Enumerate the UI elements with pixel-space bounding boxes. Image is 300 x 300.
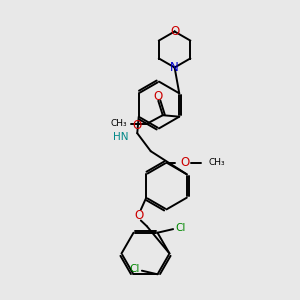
Text: CH₃: CH₃ xyxy=(208,158,225,167)
Text: O: O xyxy=(133,118,142,132)
Text: Cl: Cl xyxy=(176,223,186,233)
Text: O: O xyxy=(181,156,190,169)
Text: O: O xyxy=(170,25,179,38)
Text: CH₃: CH₃ xyxy=(110,119,127,128)
Text: HN: HN xyxy=(113,132,129,142)
Text: N: N xyxy=(170,61,179,74)
Text: O: O xyxy=(135,208,144,222)
Text: Cl: Cl xyxy=(129,265,139,275)
Text: O: O xyxy=(154,90,163,103)
